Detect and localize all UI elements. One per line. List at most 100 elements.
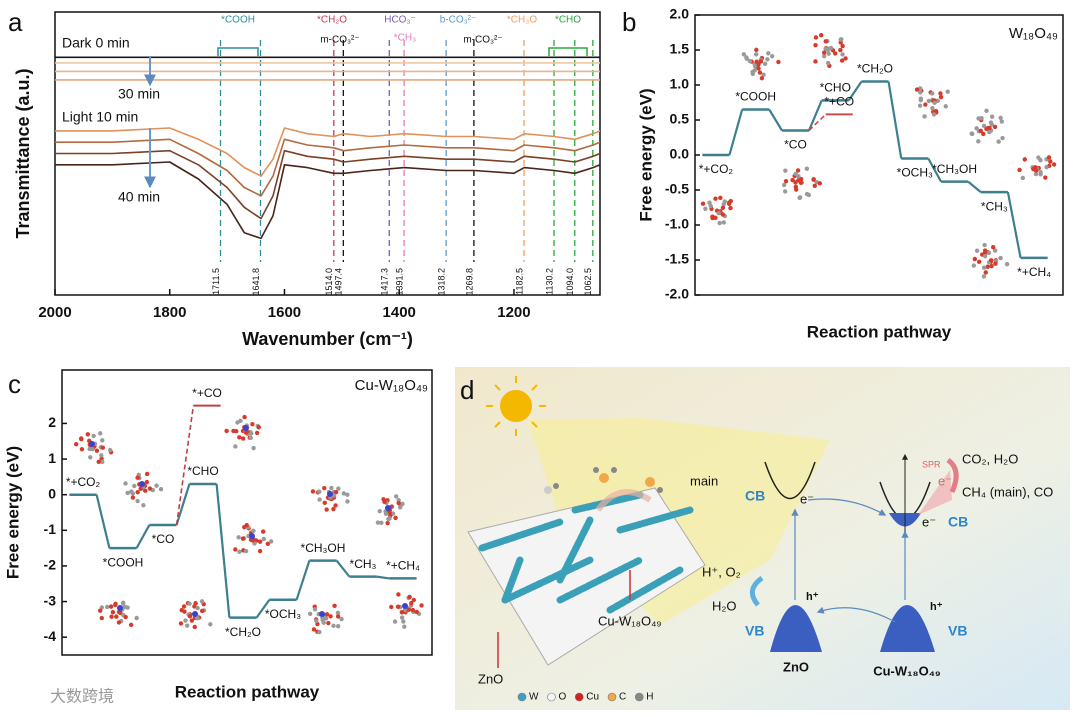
transfer-arrow (807, 498, 887, 516)
legend-label: O (558, 692, 566, 703)
atom (776, 59, 781, 65)
atom (117, 605, 123, 611)
molecule-cluster (741, 47, 781, 81)
step-label: *CH₃ (981, 199, 1008, 213)
atom (782, 189, 788, 194)
atom (744, 55, 749, 60)
step-label: *CH₃OH (301, 541, 346, 555)
atom (1031, 166, 1036, 172)
atom (387, 516, 392, 521)
atom (208, 622, 213, 627)
atom (761, 72, 766, 77)
atom (237, 549, 242, 554)
atom (135, 475, 140, 480)
peak-label: 1269.8 (464, 268, 474, 296)
label: CH₄ (main), CO (962, 484, 1053, 499)
nanowires (478, 491, 694, 614)
y-tick-label: -0.5 (665, 181, 689, 197)
species-label: HCO₃⁻ (384, 15, 416, 26)
label: h⁺ (930, 601, 943, 613)
label: CO₂, H₂O (962, 451, 1018, 466)
atom (257, 539, 263, 544)
legend-swatch (607, 692, 617, 702)
atom (385, 505, 391, 511)
chart-title: Cu-W₁₈O₄₉ (355, 377, 428, 394)
atom (249, 533, 255, 539)
atom (265, 541, 271, 547)
atom (804, 166, 810, 171)
atom (143, 488, 148, 493)
atom (123, 481, 128, 486)
atom (89, 441, 95, 447)
molecule-cluster (700, 195, 733, 226)
atom (114, 614, 119, 619)
atom (823, 39, 828, 44)
atom (141, 503, 146, 508)
atom (402, 607, 408, 613)
molecule-cluster (971, 242, 1010, 279)
atom (987, 129, 992, 135)
panel-d: main CB e⁻ CB e⁻ SPR e⁻ CO₂, H₂O CH₄ (ma… (455, 367, 1070, 710)
atom (813, 35, 819, 40)
atom (407, 594, 412, 600)
spectrum-line (55, 127, 601, 177)
molecule-cluster (178, 599, 213, 630)
atom (700, 201, 706, 206)
atom (822, 50, 827, 55)
plot-frame (54, 11, 601, 296)
atom (240, 536, 246, 541)
atom (932, 100, 937, 105)
atom (828, 45, 834, 51)
atom (999, 119, 1004, 124)
y-tick-label: -1.0 (665, 216, 689, 232)
atom (331, 506, 336, 512)
atom (123, 614, 128, 620)
atom (825, 60, 831, 66)
atom (79, 437, 84, 442)
atom (923, 102, 928, 107)
atom (345, 492, 350, 497)
atom (419, 603, 424, 608)
atom (324, 612, 330, 617)
atom (832, 51, 838, 56)
species-label: *COOH (221, 15, 255, 26)
atom (806, 192, 811, 198)
atom (326, 620, 331, 626)
atom (1022, 157, 1028, 162)
peak-label: 1417.3 (380, 268, 390, 296)
atom (335, 610, 341, 616)
atom (244, 522, 249, 528)
atom (754, 47, 759, 53)
label: e⁻ (800, 491, 814, 506)
atom (720, 212, 726, 217)
branch-connector (175, 405, 195, 526)
atom (935, 98, 941, 104)
molecule-cluster (375, 494, 405, 526)
atom (317, 629, 322, 635)
atom (100, 459, 105, 465)
plot-frame (61, 369, 433, 656)
connector (887, 81, 903, 159)
atom (976, 259, 982, 264)
atom (248, 435, 254, 441)
atom (1048, 159, 1053, 164)
atom (383, 511, 389, 517)
label: VB (948, 623, 967, 639)
plot-frame (694, 14, 1064, 296)
step-label: *CO (152, 532, 175, 546)
atom (838, 47, 843, 53)
atom (310, 489, 316, 494)
atom (726, 200, 732, 206)
y-tick-label: -3 (44, 592, 57, 608)
y-tick-label: 0.0 (670, 146, 690, 162)
atom (242, 414, 247, 420)
connector (927, 157, 943, 183)
atom (192, 624, 197, 630)
atom (811, 177, 816, 182)
atom (992, 124, 998, 130)
atom (974, 126, 979, 131)
atom (183, 618, 188, 623)
atom (91, 433, 96, 439)
atom (178, 621, 184, 626)
atom (332, 603, 337, 609)
